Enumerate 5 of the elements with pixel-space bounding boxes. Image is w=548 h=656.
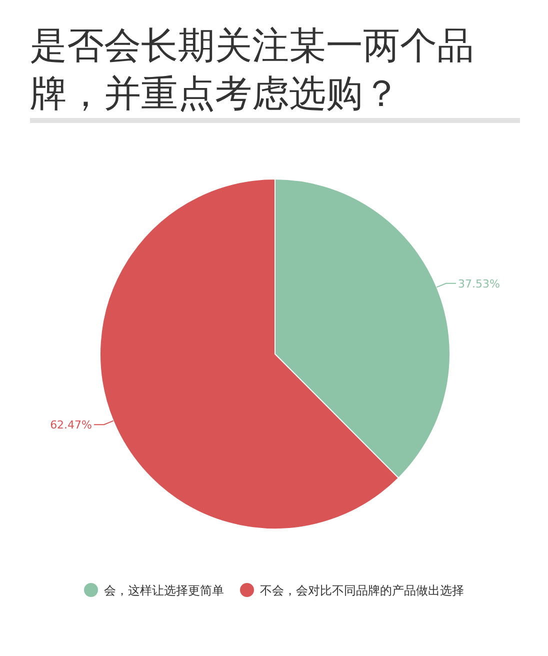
legend-label: 会，这样让选择更简单 [104,584,224,598]
data-label: 37.53% [458,277,500,290]
legend-label: 不会，会对比不同品牌的产品做出选择 [260,584,464,598]
data-label: 62.47% [50,418,92,432]
chart-title: 是否会长期关注某一两个品牌，并重点考虑选购？ [30,23,475,117]
